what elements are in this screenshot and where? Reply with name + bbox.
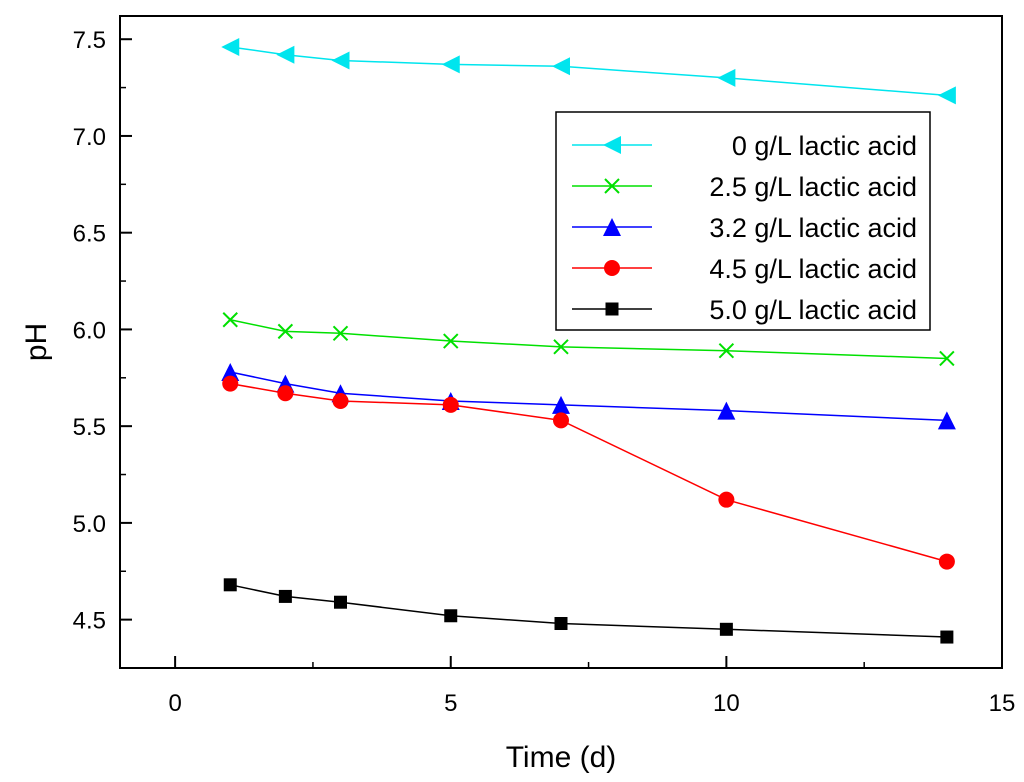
legend-entry: 5.0 g/L lactic acid <box>572 295 917 325</box>
data-point <box>552 57 570 76</box>
legend-label: 5.0 g/L lactic acid <box>709 295 917 325</box>
x-tick-label: 5 <box>444 690 457 717</box>
legend-marker <box>604 260 620 276</box>
data-point <box>553 412 569 429</box>
legend-marker <box>605 302 619 316</box>
data-point <box>334 595 347 609</box>
data-point <box>222 375 239 392</box>
legend-marker <box>604 178 620 194</box>
legend: 0 g/L lactic acid 2.5 g/L lactic acid 3.2 … <box>555 111 931 331</box>
data-point <box>443 333 459 349</box>
data-point <box>441 55 460 74</box>
data-point <box>554 617 568 631</box>
x-tick-label: 0 <box>168 690 181 717</box>
series-group <box>221 37 956 644</box>
plot-frame <box>119 15 1003 669</box>
series-3 <box>222 375 955 570</box>
series-0 <box>221 37 956 105</box>
x-axis-title: Time (d) <box>506 741 617 774</box>
y-tick-label: 6.5 <box>73 221 106 248</box>
data-point <box>939 350 955 367</box>
series-1 <box>222 312 955 367</box>
data-point <box>719 622 733 636</box>
data-point <box>221 37 240 56</box>
legend-label: 3.2 g/L lactic acid <box>709 213 917 243</box>
data-point <box>442 396 459 413</box>
data-point <box>278 589 292 603</box>
data-point <box>718 491 735 508</box>
data-point <box>717 68 736 87</box>
legend-label: 2.5 g/L lactic acid <box>709 172 917 202</box>
legend-entry: 2.5 g/L lactic acid <box>572 172 917 202</box>
data-point <box>553 339 569 355</box>
legend-entry: 3.2 g/L lactic acid <box>572 213 917 243</box>
data-point <box>277 323 294 340</box>
y-tick-label: 7.5 <box>73 27 106 54</box>
x-tick-label: 15 <box>989 690 1016 717</box>
series-line <box>230 584 947 638</box>
series-4 <box>223 578 954 644</box>
legend-marker <box>603 136 621 154</box>
legend-marker <box>603 218 621 236</box>
data-point <box>331 51 350 70</box>
legend-label: 0 g/L lactic acid <box>732 131 917 161</box>
data-point <box>221 362 240 381</box>
legend-entry: 4.5 g/L lactic acid <box>572 254 917 284</box>
data-point <box>718 342 735 359</box>
x-axis-ticks: 0 5 10 15 <box>168 656 1015 717</box>
legend-label: 4.5 g/L lactic acid <box>709 254 917 284</box>
data-point <box>717 401 736 420</box>
data-point <box>940 630 954 644</box>
data-point <box>937 86 956 105</box>
y-tick-label: 7.0 <box>73 124 106 151</box>
y-tick-label: 4.5 <box>73 608 106 635</box>
data-point <box>276 45 295 64</box>
series-line <box>230 382 948 563</box>
data-point <box>332 393 349 410</box>
data-point <box>223 578 237 592</box>
data-point <box>552 395 570 414</box>
y-tick-label: 5.5 <box>73 414 106 441</box>
series-line <box>230 46 947 97</box>
x-tick-label: 10 <box>713 690 740 717</box>
y-tick-label: 6.0 <box>73 317 106 344</box>
data-point <box>938 553 955 570</box>
data-point <box>444 609 458 623</box>
data-point <box>222 312 238 328</box>
y-axis-ticks: 4.5 5.0 5.5 6.0 6.5 7.0 7.5 <box>73 27 132 669</box>
data-point <box>937 411 956 430</box>
legend-entry: 0 g/L lactic acid <box>572 131 917 161</box>
y-tick-label: 5.0 <box>73 511 106 538</box>
series-2 <box>221 362 956 430</box>
data-point <box>277 385 294 402</box>
data-point <box>332 325 349 342</box>
y-axis-title: pH <box>20 323 53 361</box>
